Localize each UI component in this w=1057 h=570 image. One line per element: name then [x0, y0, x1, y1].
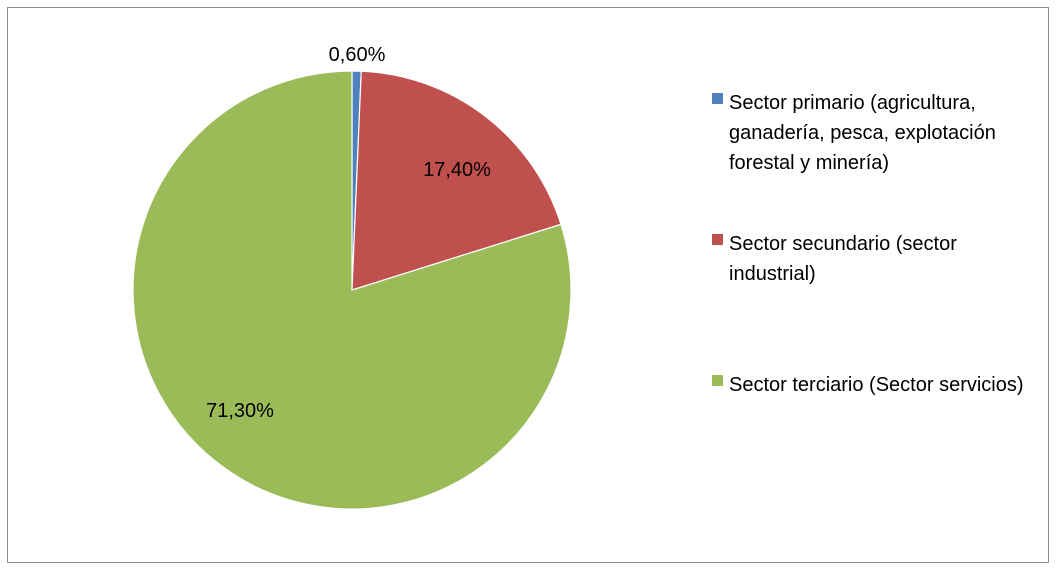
- pie-data-labels: 0,60% 17,40% 71,30%: [206, 44, 491, 422]
- pie-slice-terciario: [132, 70, 572, 510]
- legend-swatch-primario: [712, 93, 723, 104]
- legend-label-secundario: Sector secundario (sector industrial): [729, 233, 957, 285]
- data-label-primario: 0,60%: [329, 44, 386, 66]
- legend-swatch-terciario: [712, 375, 723, 386]
- pie-slice-secundario: [351, 70, 562, 291]
- legend-label-terciario: Sector terciario (Sector servicios): [729, 374, 1024, 396]
- legend-swatch-secundario: [712, 234, 723, 245]
- pie-slices: [132, 70, 572, 510]
- legend-label-primario: Sector primario (agricultura, ganadería,…: [729, 92, 996, 174]
- data-label-terciario: 71,30%: [206, 400, 274, 422]
- data-label-secundario: 17,40%: [423, 159, 491, 181]
